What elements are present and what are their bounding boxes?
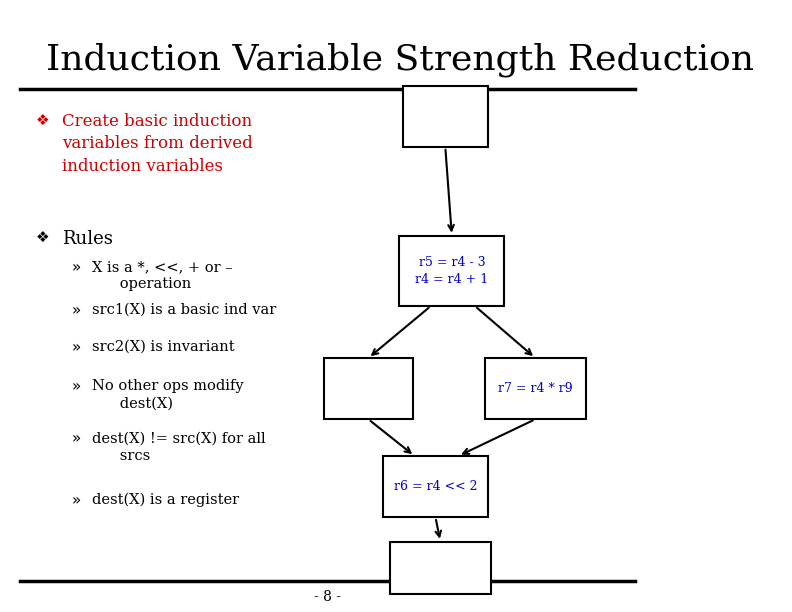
FancyBboxPatch shape	[390, 542, 491, 594]
FancyBboxPatch shape	[485, 358, 586, 419]
Text: src1(X) is a basic ind var: src1(X) is a basic ind var	[92, 303, 276, 317]
FancyBboxPatch shape	[383, 456, 488, 517]
Text: ❖: ❖	[36, 113, 50, 129]
Text: Induction Variable Strength Reduction: Induction Variable Strength Reduction	[46, 43, 754, 77]
Text: src2(X) is invariant: src2(X) is invariant	[92, 340, 234, 354]
Text: r6 = r4 << 2: r6 = r4 << 2	[394, 480, 478, 493]
FancyBboxPatch shape	[399, 236, 505, 306]
Text: r5 = r4 - 3
r4 = r4 + 1: r5 = r4 - 3 r4 = r4 + 1	[415, 256, 489, 286]
Text: »: »	[72, 340, 82, 355]
Text: X is a *, <<, + or –
      operation: X is a *, <<, + or – operation	[92, 260, 232, 291]
Text: ❖: ❖	[36, 230, 50, 245]
Text: Create basic induction
variables from derived
induction variables: Create basic induction variables from de…	[63, 113, 253, 174]
Text: dest(X) is a register: dest(X) is a register	[92, 493, 239, 507]
Text: Rules: Rules	[63, 230, 113, 247]
Text: r7 = r4 * r9: r7 = r4 * r9	[498, 382, 573, 395]
Text: »: »	[72, 431, 82, 447]
Text: »: »	[72, 493, 82, 508]
Text: dest(X) != src(X) for all
      srcs: dest(X) != src(X) for all srcs	[92, 431, 265, 463]
Text: »: »	[72, 303, 82, 318]
FancyBboxPatch shape	[324, 358, 413, 419]
Text: No other ops modify
      dest(X): No other ops modify dest(X)	[92, 379, 243, 411]
Text: - 8 -: - 8 -	[314, 590, 341, 603]
Text: »: »	[72, 379, 82, 395]
Text: »: »	[72, 260, 82, 275]
FancyBboxPatch shape	[402, 86, 488, 147]
